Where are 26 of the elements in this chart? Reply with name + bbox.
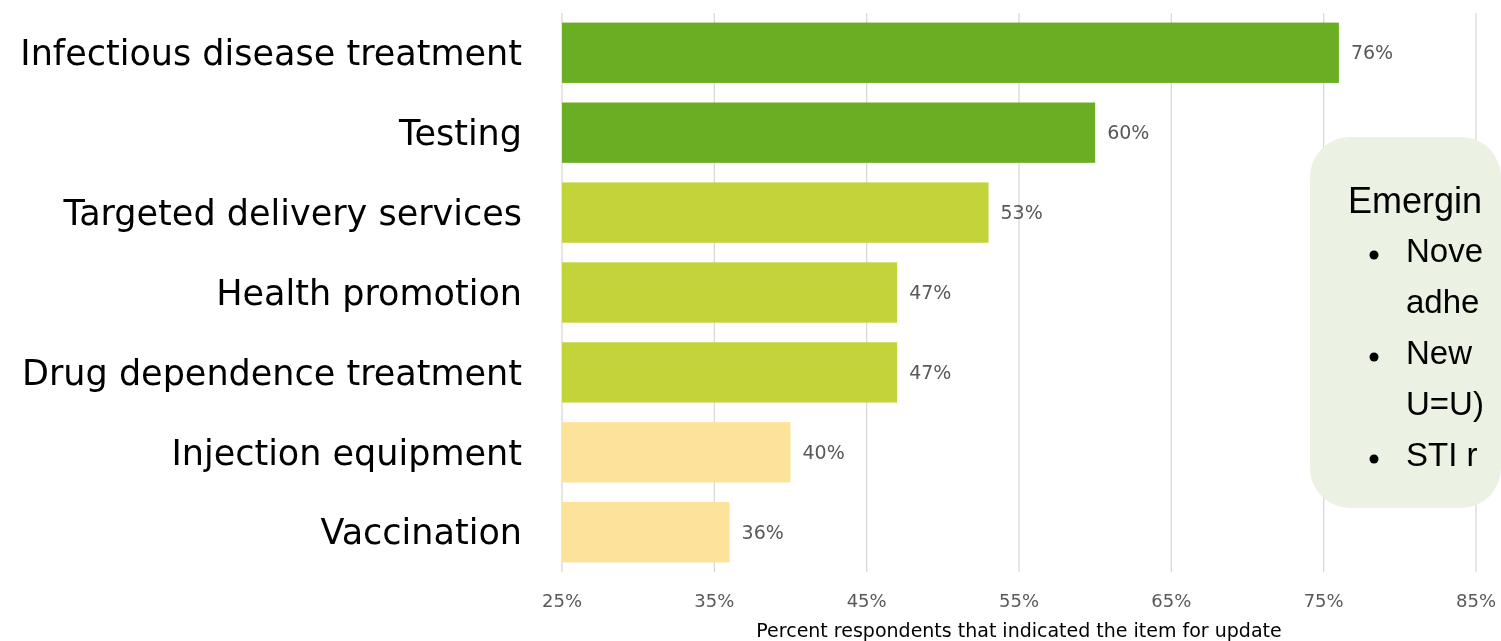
x-tick-label: 55% bbox=[998, 590, 1040, 611]
y-tick-label: Drug dependence treatment bbox=[22, 352, 522, 393]
x-tick-label: 35% bbox=[694, 590, 735, 611]
x-tick-label: 85% bbox=[1455, 590, 1497, 611]
annotation: STI r bbox=[1406, 435, 1478, 473]
y-tick-label: Injection equipment bbox=[171, 432, 522, 473]
x-tick-label: 75% bbox=[1303, 590, 1344, 611]
y-tick-label: Targeted delivery services bbox=[62, 192, 522, 233]
x-axis-title: Percent respondents that indicated the item for update bbox=[756, 619, 1282, 641]
annotation: Nove adhe bbox=[1406, 231, 1484, 320]
annotation: Emergin bbox=[1348, 180, 1483, 221]
x-tick-label: 45% bbox=[846, 590, 887, 611]
x-tick-label: 65% bbox=[1151, 590, 1192, 611]
data-label: 76% bbox=[1350, 41, 1394, 64]
annotation: New U=U) bbox=[1406, 333, 1484, 422]
data-label: 53% bbox=[1000, 201, 1043, 224]
y-tick-label: Infectious disease treatment bbox=[20, 33, 522, 74]
data-label: 47% bbox=[909, 361, 952, 384]
data-label: 60% bbox=[1107, 121, 1150, 144]
data-label: 36% bbox=[741, 520, 784, 543]
y-tick-label: Health promotion bbox=[216, 272, 522, 313]
y-tick-label: Vaccination bbox=[320, 512, 522, 553]
y-tick-label: Testing bbox=[397, 112, 522, 153]
data-label: 47% bbox=[909, 281, 952, 304]
x-tick-label: 25% bbox=[541, 590, 583, 611]
data-label: 40% bbox=[802, 440, 845, 463]
